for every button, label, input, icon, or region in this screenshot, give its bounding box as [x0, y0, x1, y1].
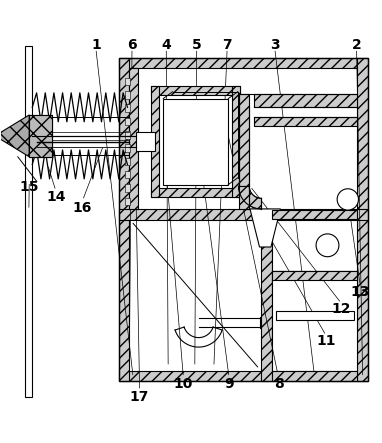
Bar: [272, 371, 357, 381]
Text: 7: 7: [222, 38, 232, 51]
Bar: [125, 144, 130, 152]
Bar: [125, 171, 130, 179]
Text: 11: 11: [316, 334, 336, 348]
Bar: [261, 209, 272, 381]
Bar: [254, 117, 357, 126]
Bar: [239, 186, 249, 209]
Bar: [125, 184, 130, 192]
Text: 5: 5: [192, 38, 202, 51]
Bar: [272, 220, 357, 271]
Text: 13: 13: [351, 285, 370, 299]
Circle shape: [337, 189, 358, 210]
Text: 1: 1: [91, 38, 101, 51]
Text: 16: 16: [73, 201, 92, 215]
Bar: [125, 131, 130, 139]
Bar: [272, 271, 357, 371]
Bar: [136, 132, 155, 151]
Bar: [163, 98, 228, 185]
Bar: [151, 86, 159, 197]
Bar: [29, 115, 52, 157]
Bar: [125, 117, 130, 125]
Polygon shape: [239, 186, 261, 209]
Text: 14: 14: [46, 190, 66, 204]
Bar: [119, 58, 129, 381]
Text: 2: 2: [352, 38, 361, 51]
Bar: [119, 371, 368, 381]
Text: 15: 15: [19, 180, 39, 194]
Bar: [26, 47, 32, 396]
Circle shape: [316, 234, 339, 256]
Bar: [254, 94, 357, 107]
Bar: [272, 210, 357, 218]
Polygon shape: [250, 209, 280, 247]
Bar: [239, 94, 249, 186]
Bar: [119, 209, 368, 220]
Bar: [125, 104, 130, 112]
Text: 12: 12: [332, 302, 351, 316]
Text: 3: 3: [270, 38, 280, 51]
Bar: [125, 91, 130, 98]
Bar: [29, 115, 52, 157]
Bar: [276, 311, 353, 320]
Bar: [151, 86, 241, 95]
Bar: [119, 58, 368, 69]
Bar: [272, 271, 357, 280]
Text: 6: 6: [127, 38, 137, 51]
Bar: [125, 198, 130, 205]
Bar: [151, 188, 241, 197]
Bar: [119, 58, 368, 381]
Text: 8: 8: [274, 377, 283, 392]
Text: 9: 9: [224, 377, 234, 392]
Bar: [125, 78, 130, 85]
Text: 17: 17: [130, 390, 149, 404]
Bar: [129, 69, 138, 209]
Text: 10: 10: [174, 377, 193, 392]
Polygon shape: [0, 115, 29, 157]
Text: 4: 4: [161, 38, 171, 51]
Bar: [232, 86, 241, 197]
Bar: [357, 58, 368, 381]
Bar: [125, 158, 130, 165]
